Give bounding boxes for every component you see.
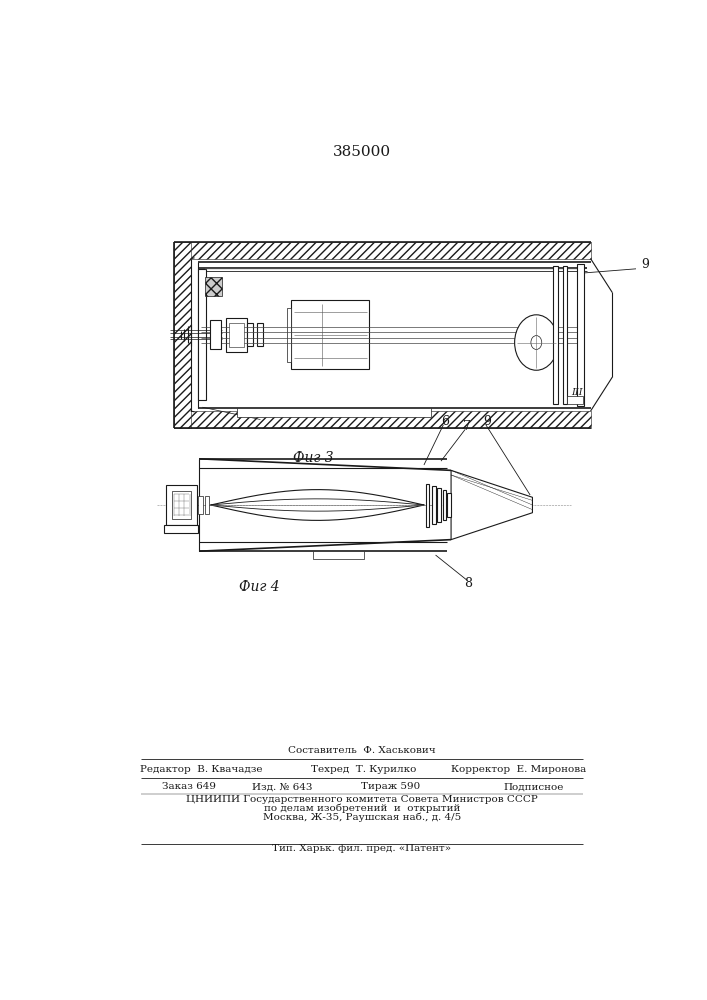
Bar xyxy=(437,488,441,522)
Bar xyxy=(199,262,590,408)
Text: 6: 6 xyxy=(441,415,449,428)
Ellipse shape xyxy=(531,336,542,349)
Bar xyxy=(210,320,221,349)
Text: Тираж 590: Тираж 590 xyxy=(361,782,420,791)
Bar xyxy=(448,493,451,517)
Text: Тип. Харьк. фил. пред. «Патент»: Тип. Харьк. фил. пред. «Патент» xyxy=(272,844,452,853)
Bar xyxy=(199,269,206,400)
Bar xyxy=(287,308,291,362)
Bar xyxy=(228,323,244,347)
Bar xyxy=(226,318,247,352)
Bar xyxy=(426,484,429,527)
Bar xyxy=(567,396,583,404)
Text: Корректор  Е. Миронова: Корректор Е. Миронова xyxy=(451,766,586,774)
Text: 9: 9 xyxy=(641,258,649,271)
Ellipse shape xyxy=(515,315,558,370)
Bar xyxy=(199,496,203,514)
Bar xyxy=(174,242,191,428)
Bar xyxy=(174,411,590,428)
Bar xyxy=(204,277,222,296)
Text: Москва, Ж-35, Раушская наб., д. 4/5: Москва, Ж-35, Раушская наб., д. 4/5 xyxy=(263,813,461,822)
Bar xyxy=(443,490,446,520)
Text: ЦНИИПИ Государственного комитета Совета Министров СССР: ЦНИИПИ Государственного комитета Совета … xyxy=(186,795,538,804)
Polygon shape xyxy=(451,470,532,540)
Bar xyxy=(172,491,191,519)
Text: Техред  Т. Курилко: Техред Т. Курилко xyxy=(311,766,416,774)
Bar xyxy=(257,323,263,346)
Text: Заказ 649: Заказ 649 xyxy=(162,782,216,791)
Text: 8: 8 xyxy=(464,577,472,590)
Text: 9: 9 xyxy=(484,415,491,428)
Bar xyxy=(237,408,431,417)
Bar xyxy=(313,551,363,559)
Text: 385000: 385000 xyxy=(333,145,391,159)
Text: Составитель  Ф. Хаськович: Составитель Ф. Хаськович xyxy=(288,746,436,755)
Bar xyxy=(554,266,558,404)
Text: Подписное: Подписное xyxy=(504,782,564,791)
Text: III: III xyxy=(571,388,583,397)
Bar xyxy=(563,266,567,404)
Bar xyxy=(577,264,585,406)
Text: 7: 7 xyxy=(462,420,471,433)
Text: Редактор  В. Квачадзе: Редактор В. Квачадзе xyxy=(139,766,262,774)
Bar xyxy=(166,485,197,525)
Bar xyxy=(247,323,253,346)
Text: Фиг 3: Фиг 3 xyxy=(293,451,334,465)
Bar xyxy=(204,496,209,514)
Bar xyxy=(164,525,199,533)
Text: по делам изобретений  и  открытий: по делам изобретений и открытий xyxy=(264,804,460,813)
Bar xyxy=(432,486,436,524)
Text: Изд. № 643: Изд. № 643 xyxy=(252,782,312,791)
Bar xyxy=(291,300,369,369)
Bar xyxy=(174,242,590,259)
Text: Фиг 4: Фиг 4 xyxy=(238,580,279,594)
